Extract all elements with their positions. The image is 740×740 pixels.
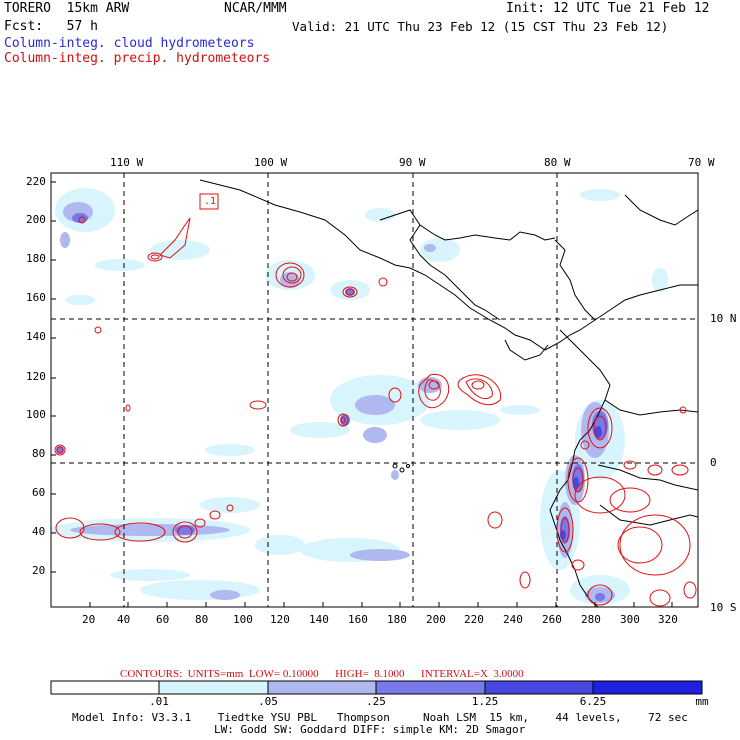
y-tick: 120 <box>26 370 46 383</box>
organization-label: NCAR/MMM <box>224 1 287 16</box>
hydrometeor-shading <box>51 173 698 607</box>
colorbar-unit: mm <box>695 695 709 708</box>
field-precip-label: Column-integ. precip. hydrometeors <box>4 51 271 66</box>
y-tick: 80 <box>32 447 46 460</box>
x-tick: 40 <box>117 613 131 626</box>
model-title: TORERO 15km ARW <box>4 1 130 16</box>
init-time: Init: 12 UTC Tue 21 Feb 12 <box>506 1 710 16</box>
colorbar-label: .05 <box>258 695 278 708</box>
x-tick: 260 <box>542 613 562 626</box>
x-tick: 80 <box>195 613 209 626</box>
y-tick: 160 <box>26 291 46 304</box>
model-info-line1: Model Info: V3.3.1 Tiedtke YSU PBL Thomp… <box>72 711 688 724</box>
colorbar-label: .01 <box>149 695 169 708</box>
model-info-line2: LW: Godd SW: Goddard DIFF: simple KM: 2D… <box>214 723 526 736</box>
x-tick: 280 <box>581 613 601 626</box>
y-tick: 60 <box>32 486 46 499</box>
x-tick: 180 <box>387 613 407 626</box>
x-tick: 20 <box>82 613 96 626</box>
contours-info: CONTOURS: UNITS=mm LOW= 0.10000 HIGH= 8.… <box>120 668 524 680</box>
colorbar-label: .25 <box>366 695 386 708</box>
lat-label-10s: 10 S <box>710 601 737 614</box>
lat-label-0: 0 <box>710 456 717 469</box>
x-tick: 100 <box>233 613 253 626</box>
x-tick: 240 <box>503 613 523 626</box>
lon-label-70w: 70 W <box>688 156 715 169</box>
x-tick: 160 <box>348 613 368 626</box>
map-frame <box>50 172 699 608</box>
x-tick: 200 <box>426 613 446 626</box>
forecast-hour: Fcst: 57 h <box>4 19 98 34</box>
x-tick: 60 <box>156 613 170 626</box>
colorbar-label: 1.25 <box>471 695 499 708</box>
lon-label-100w: 100 W <box>254 156 288 169</box>
y-tick: 200 <box>26 213 46 226</box>
y-tick: 20 <box>32 564 46 577</box>
x-tick: 300 <box>620 613 640 626</box>
x-tick: 120 <box>270 613 290 626</box>
x-tick: 320 <box>658 613 678 626</box>
y-tick: 40 <box>32 525 46 538</box>
y-tick: 140 <box>26 330 46 343</box>
colorbar <box>50 680 703 695</box>
lon-label-90w: 90 W <box>399 156 426 169</box>
field-cloud-label: Column-integ. cloud hydrometeors <box>4 36 255 51</box>
lat-label-10n: 10 N <box>710 312 737 325</box>
y-tick: 100 <box>26 408 46 421</box>
colorbar-label: 6.25 <box>579 695 607 708</box>
y-tick: 220 <box>26 175 46 188</box>
lon-label-80w: 80 W <box>544 156 571 169</box>
y-tick: 180 <box>26 252 46 265</box>
contour-label-box <box>199 193 219 210</box>
contour-label: .1 <box>204 196 217 207</box>
x-tick: 140 <box>309 613 329 626</box>
lon-label-110w: 110 W <box>110 156 144 169</box>
x-tick: 220 <box>464 613 484 626</box>
valid-time: Valid: 21 UTC Thu 23 Feb 12 (15 CST Thu … <box>292 19 669 34</box>
